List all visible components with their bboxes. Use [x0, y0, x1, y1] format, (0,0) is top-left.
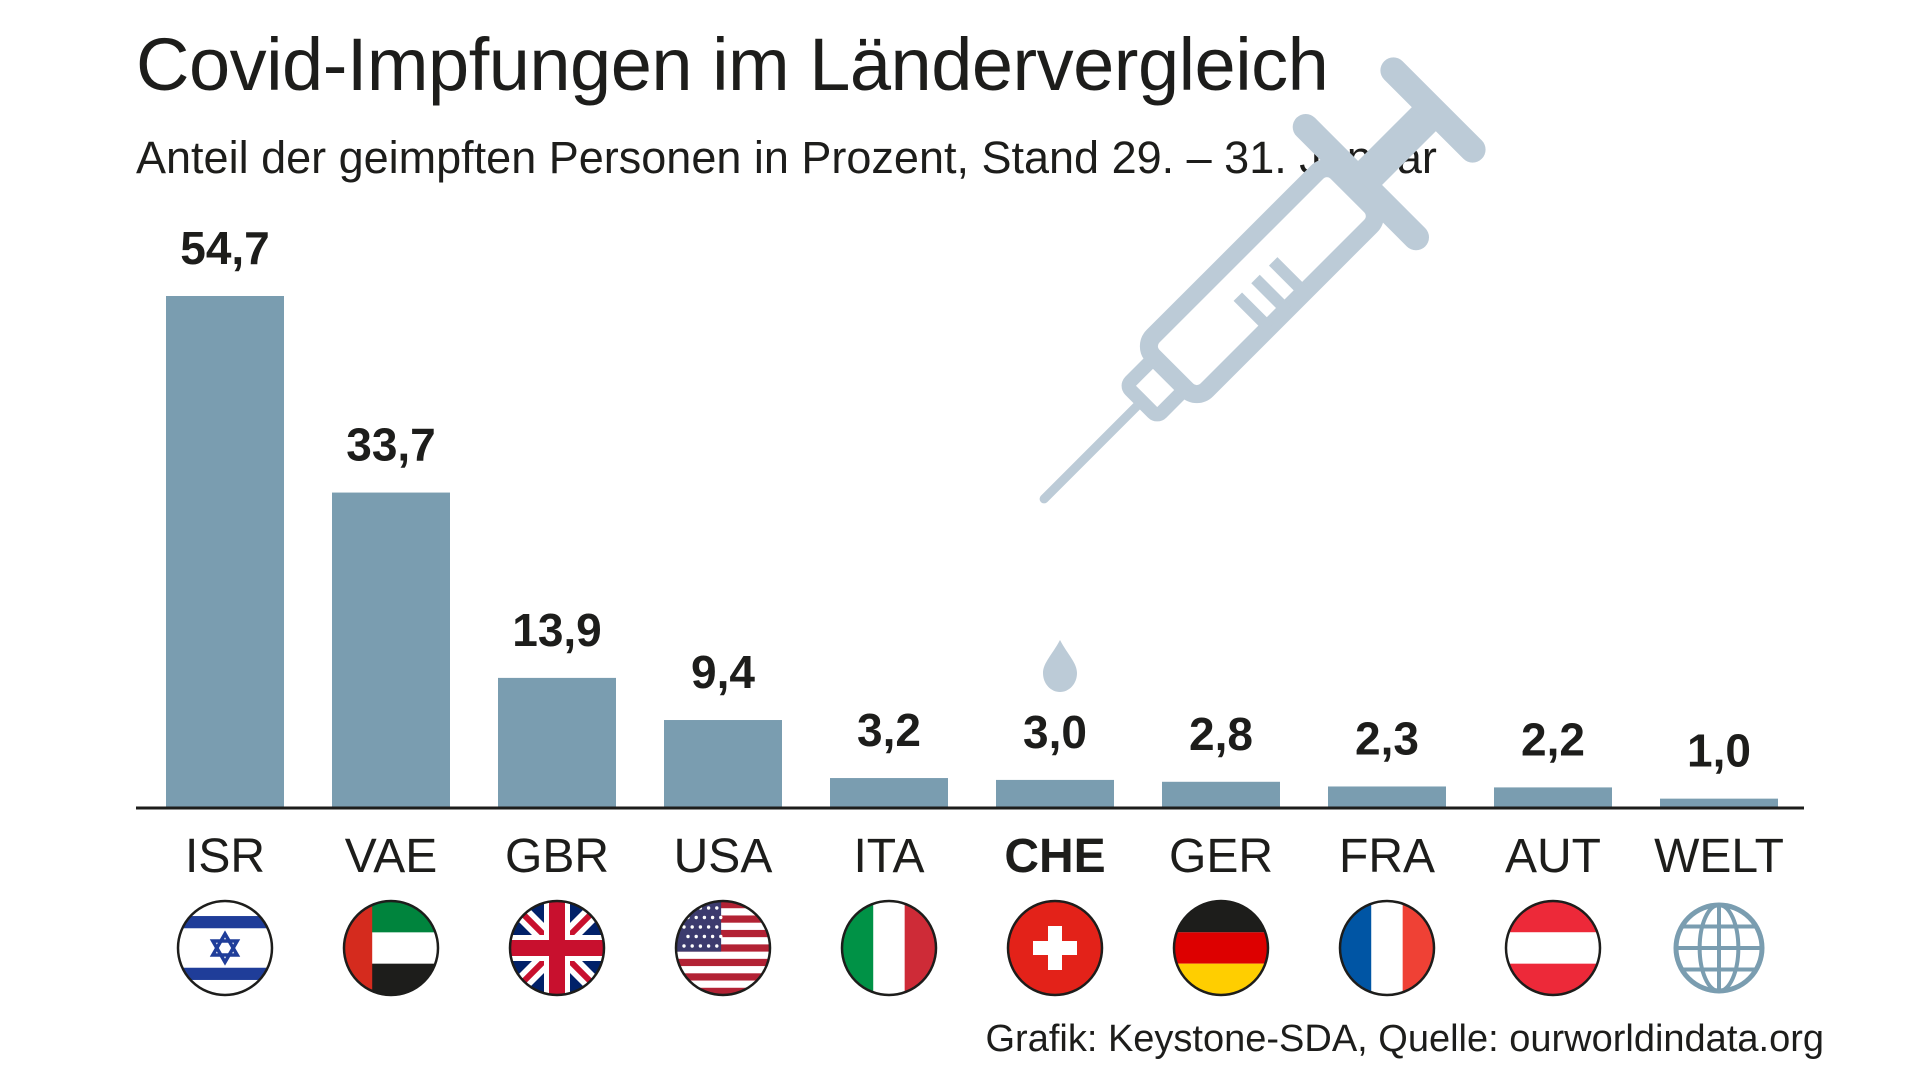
category-label-ger: GER	[1169, 830, 1273, 883]
uae-flag-icon	[342, 899, 440, 997]
value-label-ger: 2,8	[1189, 708, 1253, 760]
uk-flag-icon	[508, 899, 606, 997]
israel-flag-icon	[176, 899, 274, 997]
value-label-ita: 3,2	[857, 704, 921, 756]
category-label-ita: ITA	[853, 830, 924, 883]
bar-vae	[332, 492, 450, 808]
globe-icon	[1673, 902, 1765, 994]
chart-title: Covid-Impfungen im Ländervergleich	[136, 23, 1329, 106]
category-label-che: CHE	[1004, 830, 1105, 883]
value-label-isr: 54,7	[180, 222, 270, 274]
bar-isr	[166, 296, 284, 808]
category-label-isr: ISR	[185, 830, 265, 883]
category-label-fra: FRA	[1339, 830, 1435, 883]
value-label-usa: 9,4	[691, 646, 755, 698]
bar-fra	[1328, 786, 1446, 808]
bar-gbr	[498, 677, 616, 808]
category-label-aut: AUT	[1505, 830, 1601, 883]
value-label-welt: 1,0	[1687, 725, 1751, 777]
category-label-vae: VAE	[345, 830, 437, 883]
bar-che	[996, 779, 1114, 808]
category-label-usa: USA	[674, 830, 773, 883]
italy-flag-icon	[840, 899, 938, 997]
chart-subtitle: Anteil der geimpften Personen in Prozent…	[136, 132, 1437, 183]
austria-flag-icon	[1504, 899, 1602, 997]
category-label-gbr: GBR	[505, 830, 609, 883]
usa-flag-icon	[674, 899, 772, 997]
source-credit: Grafik: Keystone-SDA, Quelle: ourworldin…	[985, 1018, 1824, 1060]
bar-usa	[664, 720, 782, 808]
bar-ger	[1162, 781, 1280, 808]
france-flag-icon	[1338, 899, 1436, 997]
syringe-icon	[1039, 57, 1486, 692]
bar-aut	[1494, 787, 1612, 808]
value-label-che: 3,0	[1023, 706, 1087, 758]
value-label-aut: 2,2	[1521, 713, 1585, 765]
bar-ita	[830, 778, 948, 808]
switzerland-flag-icon	[1006, 899, 1104, 997]
category-label-welt: WELT	[1654, 830, 1784, 883]
bar-welt	[1660, 798, 1778, 808]
value-label-fra: 2,3	[1355, 712, 1419, 764]
value-label-vae: 33,7	[346, 419, 436, 471]
germany-flag-icon	[1172, 899, 1270, 997]
value-label-gbr: 13,9	[512, 604, 602, 656]
